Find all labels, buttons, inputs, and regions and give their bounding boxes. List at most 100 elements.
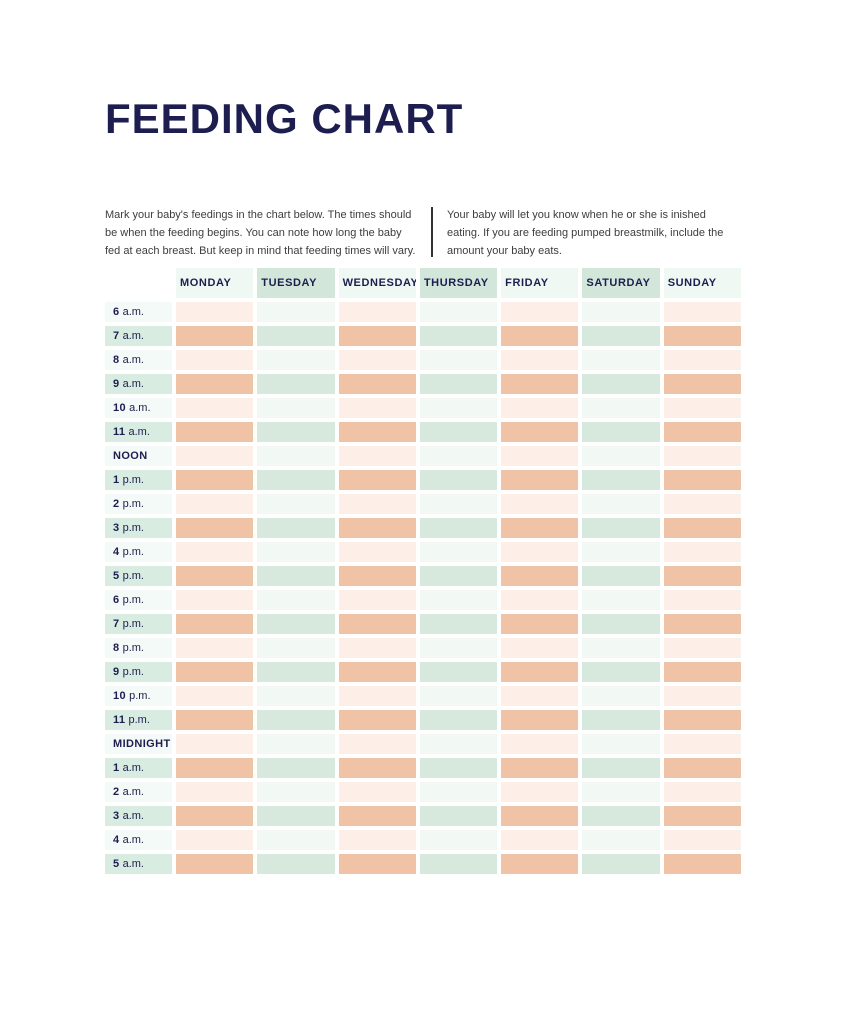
- time-label: 3 a.m.: [105, 806, 172, 826]
- time-unit: p.m.: [119, 642, 144, 654]
- chart-cell: [338, 542, 416, 562]
- chart-cell: [501, 302, 579, 322]
- chart-cell: [176, 518, 254, 538]
- chart-cell: [582, 686, 660, 706]
- time-unit: p.m.: [119, 474, 144, 486]
- time-label: 10 p.m.: [105, 686, 172, 706]
- chart-cell: [257, 326, 335, 346]
- chart-cell: [582, 734, 660, 754]
- chart-cell: [338, 422, 416, 442]
- time-value: 10: [113, 690, 127, 702]
- chart-cell: [419, 422, 498, 442]
- chart-cell: [501, 686, 579, 706]
- chart-cell: [338, 470, 416, 490]
- chart-cell: [338, 494, 416, 514]
- time-label: 5 a.m.: [105, 854, 172, 874]
- chart-cell: [338, 734, 416, 754]
- chart-cell: [419, 494, 498, 514]
- chart-cell: [257, 758, 335, 778]
- day-header-friday: FRIDAY: [501, 268, 579, 298]
- chart-cell: [338, 302, 416, 322]
- chart-cell: [582, 566, 660, 586]
- chart-cell: [176, 614, 254, 634]
- chart-cell: [176, 422, 254, 442]
- chart-cell: [663, 374, 741, 394]
- chart-cell: [582, 854, 660, 874]
- time-label: 8 a.m.: [105, 350, 172, 370]
- time-unit: a.m.: [119, 786, 144, 798]
- chart-cell: [582, 542, 660, 562]
- chart-cell: [338, 398, 416, 418]
- chart-cell: [582, 398, 660, 418]
- time-value: MIDNIGHT: [113, 738, 171, 750]
- time-value: 6: [113, 594, 120, 606]
- chart-cell: [257, 302, 335, 322]
- chart-cell: [419, 566, 498, 586]
- time-label: 5 p.m.: [105, 566, 172, 586]
- chart-cell: [582, 782, 660, 802]
- chart-cell: [176, 590, 254, 610]
- chart-cell: [176, 734, 254, 754]
- chart-cell: [176, 566, 254, 586]
- chart-cell: [663, 326, 741, 346]
- time-label: MIDNIGHT: [105, 734, 172, 754]
- chart-cell: [501, 422, 579, 442]
- time-value: 2: [113, 786, 120, 798]
- chart-cell: [582, 614, 660, 634]
- chart-cell: [257, 518, 335, 538]
- time-value: 1: [113, 762, 120, 774]
- chart-cell: [582, 470, 660, 490]
- time-label: 8 p.m.: [105, 638, 172, 658]
- intro-section: Mark your baby's feedings in the chart b…: [105, 206, 741, 260]
- chart-cell: [582, 806, 660, 826]
- chart-cell: [582, 830, 660, 850]
- chart-cell: [501, 494, 579, 514]
- chart-cell: [663, 566, 741, 586]
- chart-cell: [419, 470, 498, 490]
- chart-cell: [338, 830, 416, 850]
- day-header-thursday: THURSDAY: [419, 268, 498, 298]
- intro-right-paragraph: Your baby will let you know when he or s…: [447, 209, 724, 257]
- time-value: 8: [113, 642, 120, 654]
- chart-cell: [176, 374, 254, 394]
- day-header-monday: MONDAY: [176, 268, 254, 298]
- chart-cell: [257, 854, 335, 874]
- chart-cell: [419, 446, 498, 466]
- time-value: 11: [113, 714, 126, 726]
- time-label: 9 a.m.: [105, 374, 172, 394]
- chart-cell: [501, 446, 579, 466]
- day-header-wednesday: WEDNESDAY: [338, 268, 416, 298]
- chart-cell: [419, 374, 498, 394]
- time-label: NOON: [105, 446, 172, 466]
- chart-cell: [176, 446, 254, 466]
- chart-cell: [501, 734, 579, 754]
- chart-cell: [663, 302, 741, 322]
- time-unit: p.m.: [119, 666, 144, 678]
- chart-cell: [257, 374, 335, 394]
- day-header-saturday: SATURDAY: [582, 268, 660, 298]
- time-value: 7: [113, 330, 120, 342]
- chart-cell: [582, 350, 660, 370]
- chart-cell: [582, 494, 660, 514]
- chart-cell: [257, 830, 335, 850]
- time-label: 10 a.m.: [105, 398, 172, 418]
- time-unit: p.m.: [119, 570, 144, 582]
- chart-cell: [501, 470, 579, 490]
- chart-cell: [257, 590, 335, 610]
- chart-cell: [176, 830, 254, 850]
- chart-cell: [582, 302, 660, 322]
- chart-cell: [176, 806, 254, 826]
- chart-cell: [501, 614, 579, 634]
- chart-cell: [419, 542, 498, 562]
- chart-cell: [257, 542, 335, 562]
- chart-cell: [257, 614, 335, 634]
- chart-cell: [582, 374, 660, 394]
- chart-cell: [176, 758, 254, 778]
- chart-cell: [338, 518, 416, 538]
- chart-cell: [176, 398, 254, 418]
- time-unit: a.m.: [119, 378, 144, 390]
- chart-cell: [176, 326, 254, 346]
- chart-cell: [582, 710, 660, 730]
- chart-cell: [501, 638, 579, 658]
- chart-cell: [501, 326, 579, 346]
